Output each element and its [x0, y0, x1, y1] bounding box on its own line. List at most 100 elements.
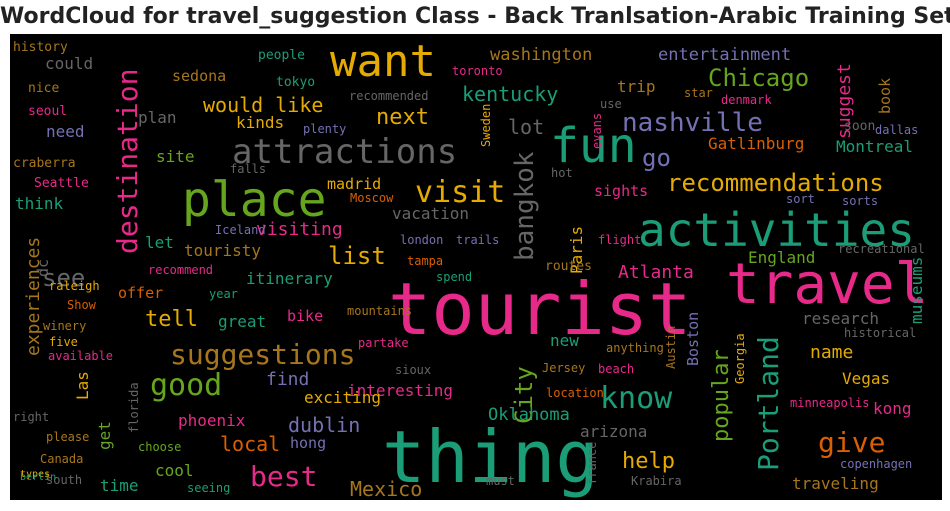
word-could: could [45, 54, 93, 73]
word-think: think [15, 194, 64, 213]
word-good: good [150, 368, 222, 403]
word-winery: winery [43, 319, 86, 333]
word-madrid: madrid [327, 175, 381, 193]
word-sort: sort [786, 192, 815, 206]
word-atlanta: Atlanta [618, 262, 694, 283]
word-chicago: Chicago [708, 64, 809, 92]
word-kong: kong [873, 399, 912, 418]
word-suggest: suggest [834, 63, 855, 139]
word-france: france [585, 442, 599, 485]
word-bike: bike [287, 307, 323, 325]
word-new: new [550, 331, 579, 350]
word-attractions: attractions [232, 132, 457, 172]
word-hong: hong [290, 434, 326, 452]
word-city: City [510, 366, 538, 424]
word-visiting: visiting [256, 219, 343, 240]
word-kentucky: kentucky [462, 82, 558, 106]
word-dc: dc [34, 259, 52, 277]
word-seeing: seeing [187, 481, 230, 495]
word-sioux: sioux [395, 363, 431, 377]
word-available: available [48, 349, 113, 363]
word-hot: hot [551, 166, 573, 180]
word-would-like: would like [203, 93, 323, 117]
word-beach: beach [598, 362, 634, 376]
word-sweden: Sweden [479, 104, 493, 147]
word-time: time [100, 476, 139, 495]
word-vacation: vacation [392, 204, 469, 223]
word-need: need [46, 122, 85, 141]
word-cool: cool [155, 461, 194, 480]
word-flight: flight [598, 233, 641, 247]
word-sorts: sorts [842, 194, 878, 208]
word-suggestions: suggestions [170, 338, 355, 371]
word-plan: plan [138, 108, 177, 127]
word-right: right [13, 410, 49, 424]
word-use: use [600, 97, 622, 111]
word-exciting: exciting [304, 388, 381, 407]
word-tampa: tampa [407, 254, 443, 268]
word-spend: spend [436, 270, 472, 284]
word-canada: Canada [40, 452, 83, 466]
word-gatlinburg: Gatlinburg [708, 134, 804, 153]
word-dublin: dublin [288, 413, 360, 437]
word-raleigh: raleigh [49, 279, 100, 293]
word-traveling: traveling [792, 474, 879, 493]
word-portland: Portland [752, 336, 785, 471]
word-soon: soon [844, 119, 875, 134]
word-please: please [46, 430, 89, 444]
chart-title: WordCloud for travel_suggestion Class - … [0, 4, 950, 29]
word-place: place [182, 172, 327, 228]
word-types: types [20, 469, 50, 480]
word-historical: historical [844, 326, 916, 340]
word-location: location [546, 386, 604, 400]
word-star: star [684, 86, 713, 100]
word-berlin: berlin [20, 472, 56, 483]
word-seoul: seoul [28, 104, 67, 119]
word-history: history [13, 40, 68, 55]
word-five: five [49, 335, 78, 349]
word-south: south [46, 473, 82, 487]
word-destination: destination [111, 69, 144, 254]
word-iceland: Iceland [215, 223, 266, 237]
wordcloud-background [10, 34, 942, 500]
word-mountains: mountains [347, 304, 412, 318]
word-dallas: dallas [875, 123, 918, 137]
word-florida: florida [127, 382, 141, 433]
word-experiences: experiences [23, 237, 44, 356]
word-arizona: arizona [580, 422, 647, 441]
word-local: local [220, 432, 280, 456]
word-next: next [376, 105, 429, 130]
word-book: book [876, 78, 894, 114]
word-krabira: Krabira [631, 474, 682, 488]
word-touristy: touristy [184, 241, 261, 260]
word-recreational: recreational [838, 242, 925, 256]
word-routes: routes [545, 259, 592, 274]
word-name: name [810, 342, 853, 363]
word-site: site [156, 147, 195, 166]
word-seattle: Seattle [34, 176, 89, 191]
word-entertainment: entertainment [658, 45, 791, 65]
word-phoenix: phoenix [178, 411, 246, 430]
word-trails: trails [456, 233, 499, 247]
word-find: find [266, 369, 309, 390]
word-fun: fun [550, 118, 637, 174]
word-offer: offer [118, 284, 163, 302]
word-london: london [400, 233, 443, 247]
word-go: go [642, 144, 671, 172]
word-travel: travel [726, 252, 928, 317]
word-anything: anything [606, 341, 664, 355]
word-washington: washington [490, 45, 592, 65]
word-show: Show [67, 298, 97, 312]
word-boston: Boston [684, 312, 702, 366]
word-moscow: Moscow [350, 191, 394, 205]
word-bangkok: bangkok [510, 151, 540, 261]
word-partake: partake [358, 336, 409, 350]
word-help: help [622, 449, 675, 474]
word-nice: nice [28, 81, 59, 96]
word-denmark: denmark [721, 93, 772, 107]
word-research: research [802, 309, 879, 328]
word-year: year [209, 287, 238, 301]
word-sights: sights [594, 182, 648, 200]
word-interesting: interesting [347, 381, 453, 400]
